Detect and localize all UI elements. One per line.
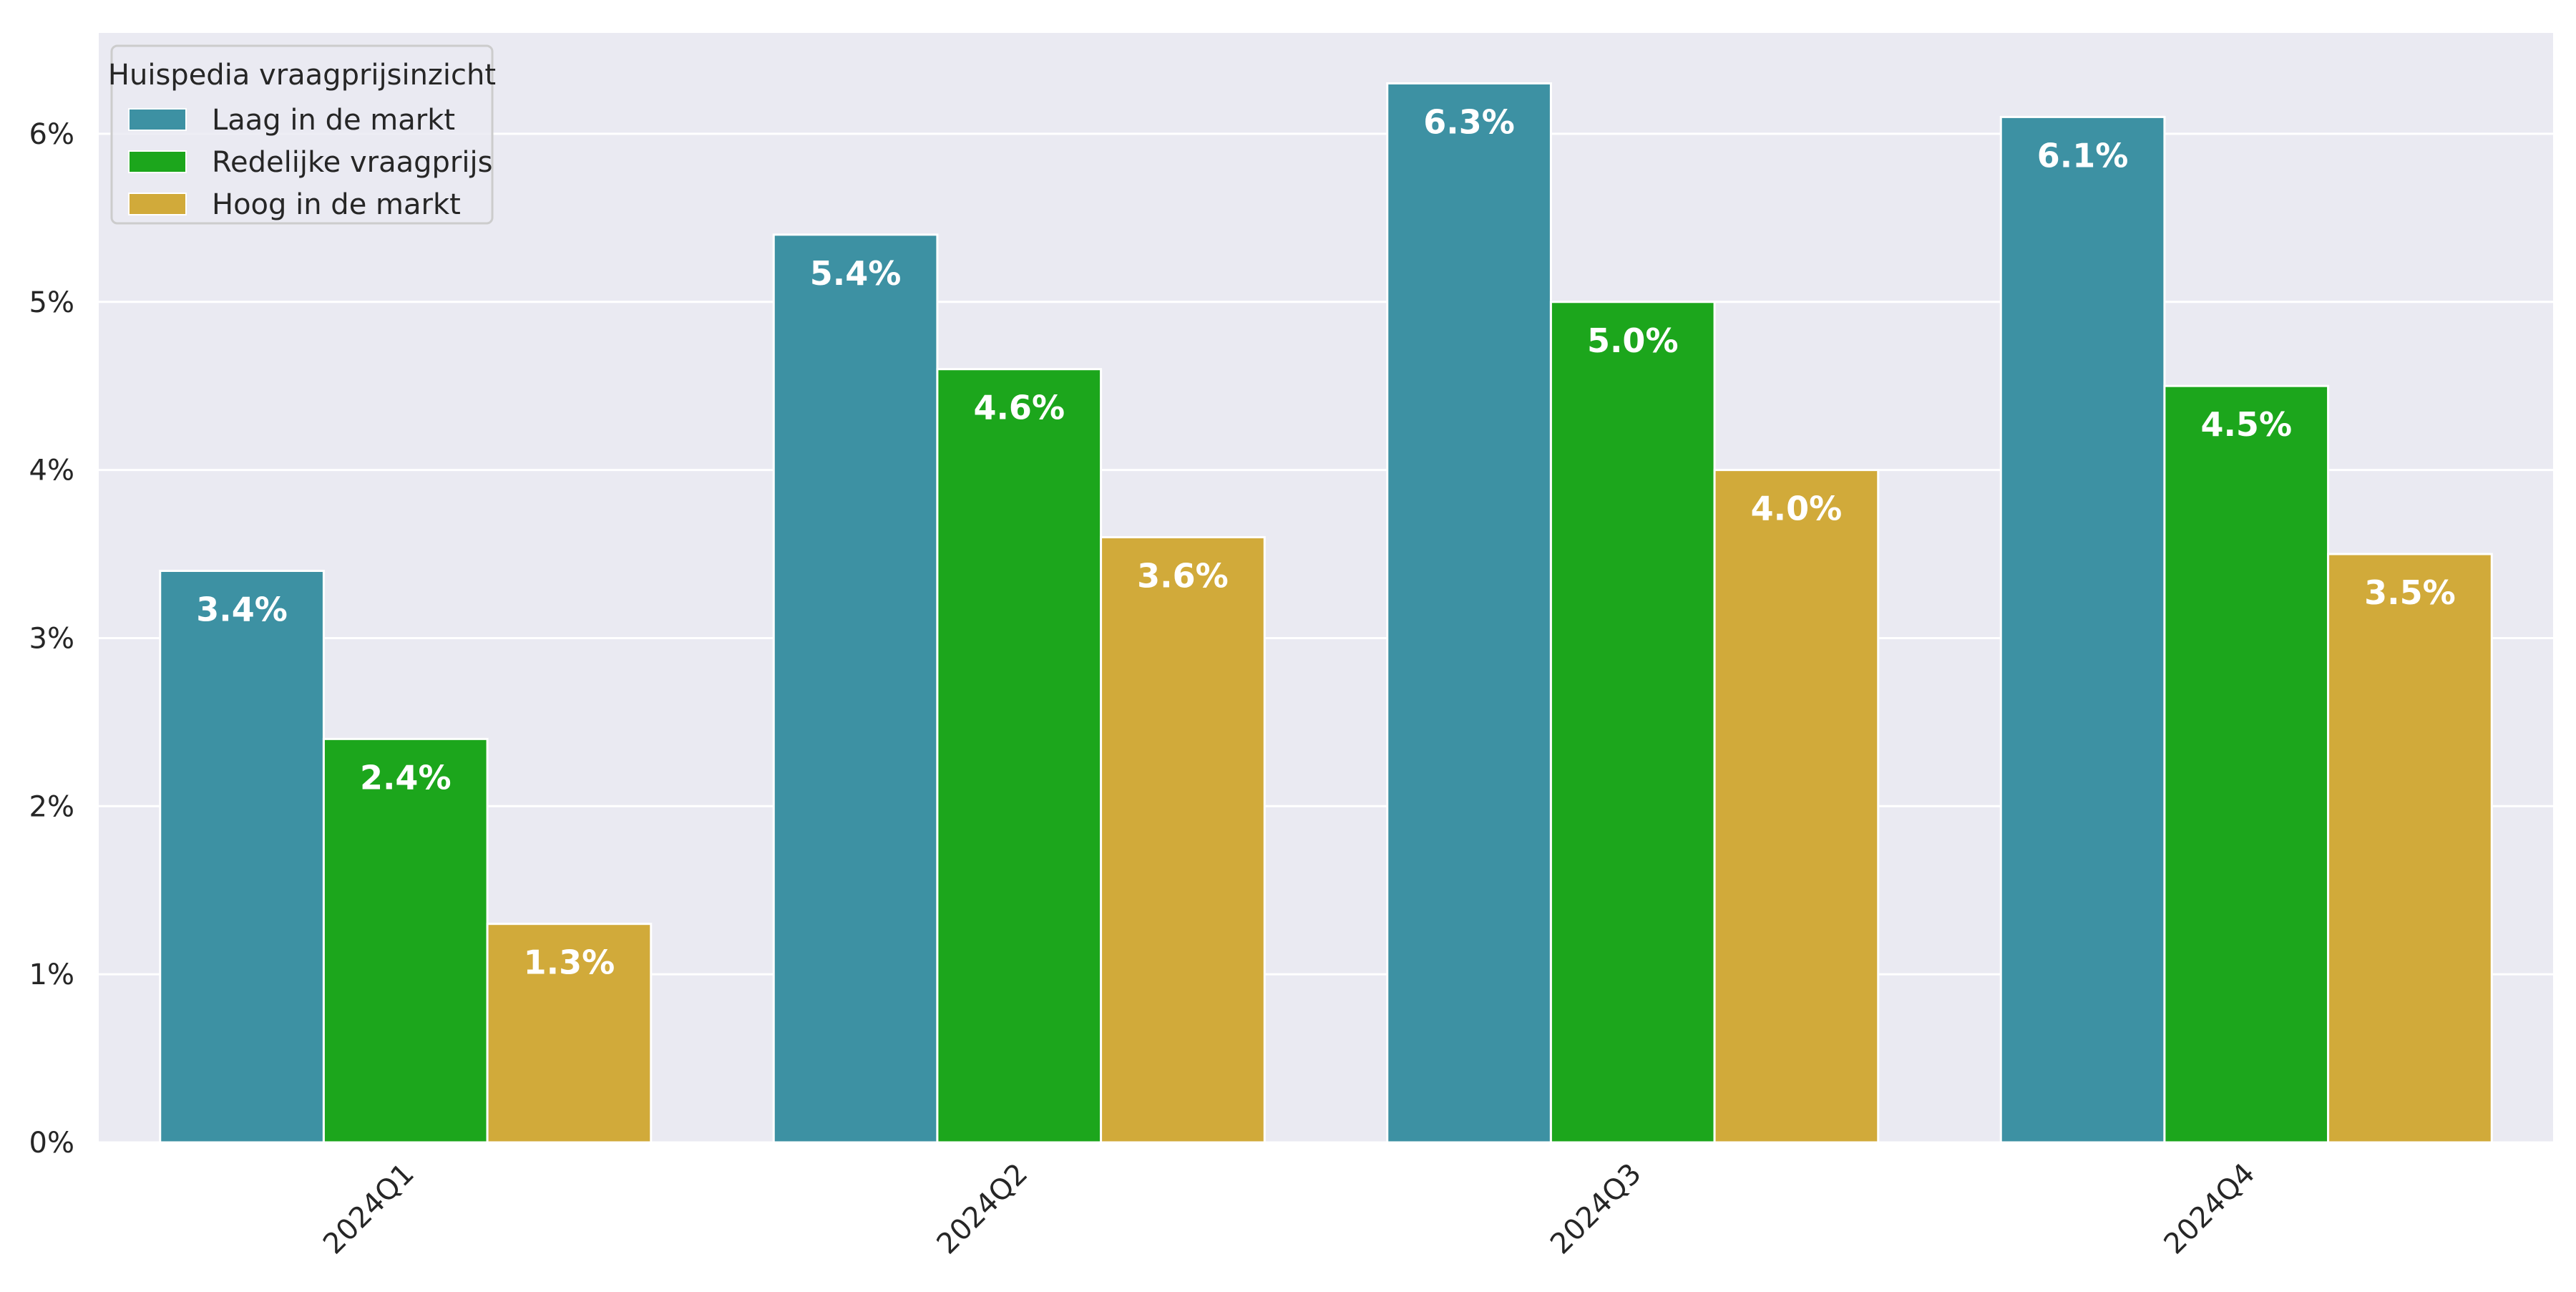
legend-title: Huispedia vraagprijsinzicht xyxy=(108,59,496,92)
bar-value-labels: 3.4% 2.4% 1.3% 5.4% 4.6% 3.6% 6.3% 5.0% 4.0% 6.1%… xyxy=(196,102,2455,981)
legend: Huispedia vraagprijsinzicht Laag in de ma… xyxy=(108,44,496,225)
bar xyxy=(2163,384,2330,1144)
bar-value-label: 4.5% xyxy=(2200,405,2292,444)
legend-swatch xyxy=(128,193,187,215)
bar xyxy=(322,737,489,1144)
legend-entry-label: Laag in de markt xyxy=(212,104,455,137)
bar-value-label: 5.0% xyxy=(1587,321,1679,360)
x-axis-ticks: 2024Q1 2024Q2 2024Q3 2024Q4 xyxy=(317,1157,2261,1261)
y-tick-label: 0% xyxy=(29,1127,74,1160)
legend-entry-label: Redelijke vraagprijs xyxy=(212,146,492,179)
bar-value-label: 3.4% xyxy=(196,591,288,629)
bar-value-label: 3.6% xyxy=(1137,557,1229,596)
y-tick-label: 1% xyxy=(29,958,74,991)
bar xyxy=(1386,82,1552,1144)
x-tick-label: 2024Q1 xyxy=(317,1157,421,1261)
bar xyxy=(1549,301,1716,1144)
bar-value-label: 1.3% xyxy=(524,943,615,982)
bar-value-label: 4.0% xyxy=(1751,490,1843,528)
bar-value-label: 5.4% xyxy=(810,254,902,293)
bars xyxy=(159,82,2493,1144)
x-tick-label: 2024Q2 xyxy=(931,1157,1035,1261)
y-tick-label: 2% xyxy=(29,790,74,823)
y-axis-ticks: 0% 1% 2% 3% 4% 5% 6% xyxy=(29,118,74,1160)
bar-value-label: 3.5% xyxy=(2364,573,2456,612)
x-tick-label: 2024Q4 xyxy=(2158,1157,2262,1261)
y-tick-label: 4% xyxy=(29,455,74,487)
bar xyxy=(936,368,1103,1144)
bar xyxy=(1999,115,2166,1144)
bar-value-label: 6.3% xyxy=(1423,102,1515,141)
bar xyxy=(486,923,653,1144)
y-tick-label: 5% xyxy=(29,286,74,319)
legend-entry-label: Hoog in de markt xyxy=(212,188,461,221)
bar-value-label: 4.6% xyxy=(973,389,1065,427)
y-tick-label: 6% xyxy=(29,118,74,151)
y-tick-label: 3% xyxy=(29,622,74,655)
x-tick-label: 2024Q3 xyxy=(1544,1157,1648,1261)
bar-value-label: 6.1% xyxy=(2037,136,2129,175)
bar xyxy=(772,233,939,1144)
legend-swatch xyxy=(128,150,187,173)
legend-box xyxy=(110,44,494,225)
legend-swatch xyxy=(128,108,187,131)
bar xyxy=(2327,553,2493,1144)
bar xyxy=(159,570,325,1144)
bar xyxy=(1100,536,1266,1144)
bar-value-label: 2.4% xyxy=(360,758,452,797)
bar xyxy=(1713,469,1880,1144)
